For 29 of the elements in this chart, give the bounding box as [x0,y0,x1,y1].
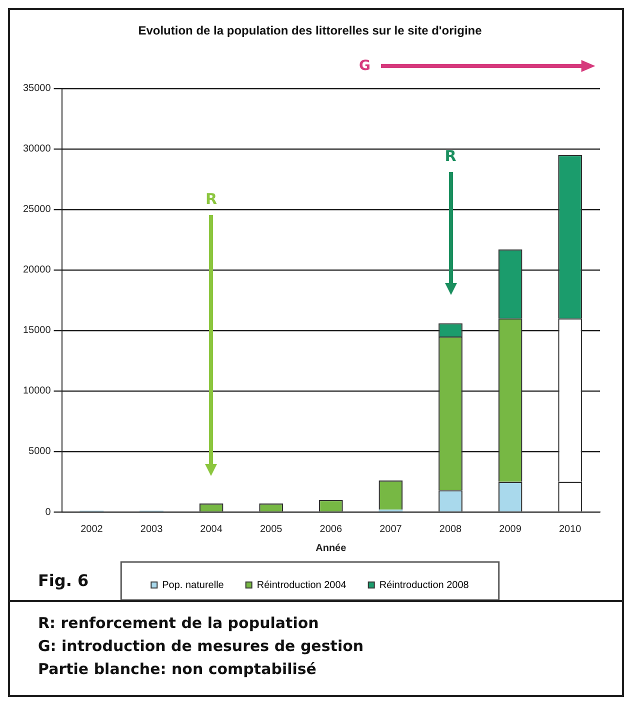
x-axis-title: Année [316,542,347,554]
letter-label: R [204,188,218,209]
x-tick-label: 2004 [200,524,223,535]
chart-title: Evolution de la population des littorelles sur le site d'origine [138,24,482,38]
legend-label: Pop. naturelle [162,580,224,591]
x-tick-label: 2009 [499,524,522,535]
legend-label: Réintroduction 2004 [256,580,347,591]
x-tick-label: 2005 [260,524,283,535]
y-tick-label: 30000 [22,144,52,155]
letter-label: R [444,146,458,166]
x-tick-label: 2007 [380,524,402,535]
x-tick-label: 2006 [320,524,342,535]
legend-label: Réintroduction 2008 [379,580,470,591]
y-tick-label: 0 [45,506,52,518]
x-tick-label: 2002 [80,524,104,535]
y-tick-label: 5000 [28,446,52,458]
x-tick-label: 2003 [140,524,164,535]
text: Partie blanche: non comptabilisé [38,659,318,680]
text: G [358,57,372,76]
text: R: renforcement de la population [38,613,320,634]
y-tick-label: 20000 [22,264,52,276]
y-tick-label: 35000 [22,83,52,94]
text: G: introduction de mesures de gestion [38,636,365,657]
x-tick-label: 2008 [439,524,462,535]
x-tick-label: 2010 [558,524,582,535]
caption: Fig. 6 [38,571,89,590]
y-tick-label: 10000 [22,386,52,397]
y-tick-label: 25000 [22,204,52,216]
y-tick-label: 15000 [22,325,52,336]
